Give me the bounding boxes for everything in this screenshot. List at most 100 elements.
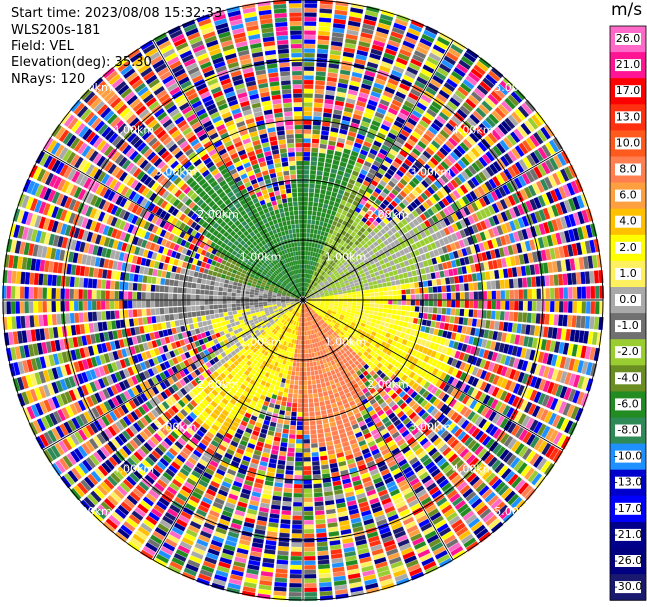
ppi-gate xyxy=(391,161,401,169)
ppi-gate xyxy=(270,369,276,376)
ppi-gate xyxy=(313,289,318,293)
ppi-gate xyxy=(375,333,381,339)
ppi-gate xyxy=(392,208,400,216)
ppi-gate xyxy=(303,214,308,220)
ppi-gate xyxy=(433,264,439,272)
ppi-gate xyxy=(496,83,509,96)
ppi-gate xyxy=(307,375,312,381)
ppi-gate xyxy=(413,318,419,324)
ppi-gate xyxy=(322,272,327,277)
ppi-gate xyxy=(326,270,332,275)
ppi-gate xyxy=(328,417,335,423)
ppi-gate xyxy=(303,515,314,521)
ppi-gate xyxy=(399,48,412,58)
ppi-gate xyxy=(398,133,408,142)
ppi-gate xyxy=(505,300,510,310)
ppi-gate xyxy=(304,269,307,274)
ppi-gate xyxy=(413,106,425,115)
ppi-gate xyxy=(324,399,331,406)
ppi-gate xyxy=(328,140,336,146)
ppi-gate xyxy=(520,324,527,335)
ppi-gate xyxy=(381,176,390,184)
ppi-gate xyxy=(317,550,329,556)
ppi-gate xyxy=(510,91,523,104)
ppi-gate xyxy=(297,412,303,417)
ppi-gate xyxy=(355,162,363,169)
ppi-gate xyxy=(471,318,477,327)
ppi-gate xyxy=(317,387,323,393)
ppi-gate xyxy=(319,3,333,10)
ppi-gate xyxy=(391,69,403,78)
ppi-gate xyxy=(432,74,444,85)
ppi-gate xyxy=(308,206,313,211)
ppi-gate xyxy=(268,402,275,409)
ppi-gate xyxy=(395,330,401,337)
ppi-gate xyxy=(494,126,505,138)
ppi-gate xyxy=(338,133,347,140)
ppi-gate xyxy=(493,87,506,99)
ppi-gate xyxy=(291,371,296,376)
ppi-gate xyxy=(317,428,324,434)
ppi-gate xyxy=(394,274,400,281)
ppi-gate xyxy=(454,89,467,101)
ppi-gate xyxy=(321,226,327,232)
ppi-gate xyxy=(365,274,371,279)
ppi-gate xyxy=(365,293,370,297)
ppi-gate xyxy=(357,213,364,220)
ppi-gate xyxy=(368,183,376,191)
ppi-gate xyxy=(325,158,333,164)
ppi-gate xyxy=(401,300,407,305)
ppi-gate xyxy=(273,408,280,414)
ppi-gate xyxy=(449,151,460,161)
ppi-gate xyxy=(358,153,367,161)
ppi-gate xyxy=(453,148,463,158)
ppi-gate xyxy=(326,371,332,377)
ppi-gate xyxy=(352,210,359,217)
ppi-gate xyxy=(393,197,401,205)
ppi-gate xyxy=(303,470,312,476)
ppi-gate xyxy=(368,216,375,223)
ppi-gate xyxy=(475,126,486,137)
ppi-gate xyxy=(337,87,347,94)
ppi-gate xyxy=(274,371,280,377)
ppi-gate xyxy=(385,184,393,192)
ppi-gate xyxy=(348,84,359,92)
ppi-gate xyxy=(314,252,319,258)
ppi-gate xyxy=(321,271,326,276)
ppi-gate xyxy=(421,319,427,326)
ppi-gate xyxy=(318,26,331,32)
ppi-gate xyxy=(297,403,303,408)
ppi-gate xyxy=(503,268,509,278)
ppi-gate xyxy=(344,255,350,261)
ppi-gate xyxy=(305,255,308,260)
ppi-gate xyxy=(342,152,350,159)
ppi-gate xyxy=(325,94,335,100)
ppi-gate xyxy=(356,294,361,298)
ppi-gate xyxy=(400,44,414,53)
ppi-gate xyxy=(348,246,354,253)
ppi-gate xyxy=(333,216,340,222)
ppi-gate xyxy=(294,348,298,354)
ppi-gate xyxy=(375,216,382,224)
ppi-gate xyxy=(327,277,332,282)
ppi-gate xyxy=(377,152,386,160)
ppi-gate xyxy=(340,245,346,252)
ppi-gate xyxy=(322,386,327,392)
ppi-gate xyxy=(417,170,427,179)
ppi-gate xyxy=(307,274,310,279)
ppi-gate xyxy=(333,155,341,161)
ppi-gate xyxy=(276,555,289,561)
ppi-gate xyxy=(304,273,306,278)
ppi-gate xyxy=(450,179,459,189)
ppi-gate xyxy=(461,266,467,274)
ppi-gate xyxy=(303,439,310,444)
ppi-gate xyxy=(460,123,471,134)
ppi-gate xyxy=(287,447,295,453)
ppi-gate xyxy=(450,284,456,292)
ppi-gate xyxy=(366,103,377,111)
ppi-gate xyxy=(438,89,450,100)
ppi-gate xyxy=(478,291,483,300)
ppi-gate xyxy=(464,309,469,317)
ppi-gate xyxy=(330,41,343,47)
ppi-gate xyxy=(303,219,307,224)
